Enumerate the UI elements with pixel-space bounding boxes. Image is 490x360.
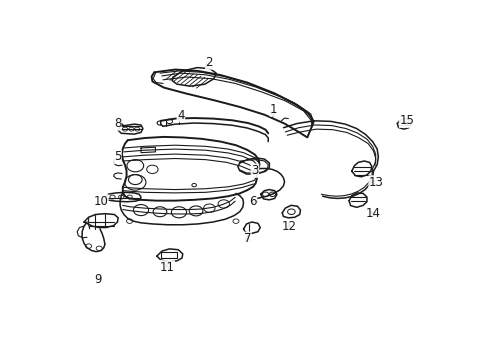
Text: 3: 3	[251, 164, 259, 177]
Text: 1: 1	[270, 103, 278, 116]
Text: 11: 11	[159, 261, 174, 274]
Text: 12: 12	[282, 220, 296, 233]
Text: 6: 6	[249, 195, 257, 208]
Text: 5: 5	[114, 150, 121, 163]
Text: 14: 14	[366, 207, 381, 220]
Text: 10: 10	[93, 195, 108, 208]
Text: 13: 13	[369, 176, 384, 189]
Text: 15: 15	[399, 114, 414, 127]
Text: 7: 7	[244, 232, 251, 245]
Text: 9: 9	[95, 273, 102, 286]
Text: 2: 2	[206, 56, 213, 69]
Text: 4: 4	[177, 109, 185, 122]
Text: 8: 8	[114, 117, 121, 130]
